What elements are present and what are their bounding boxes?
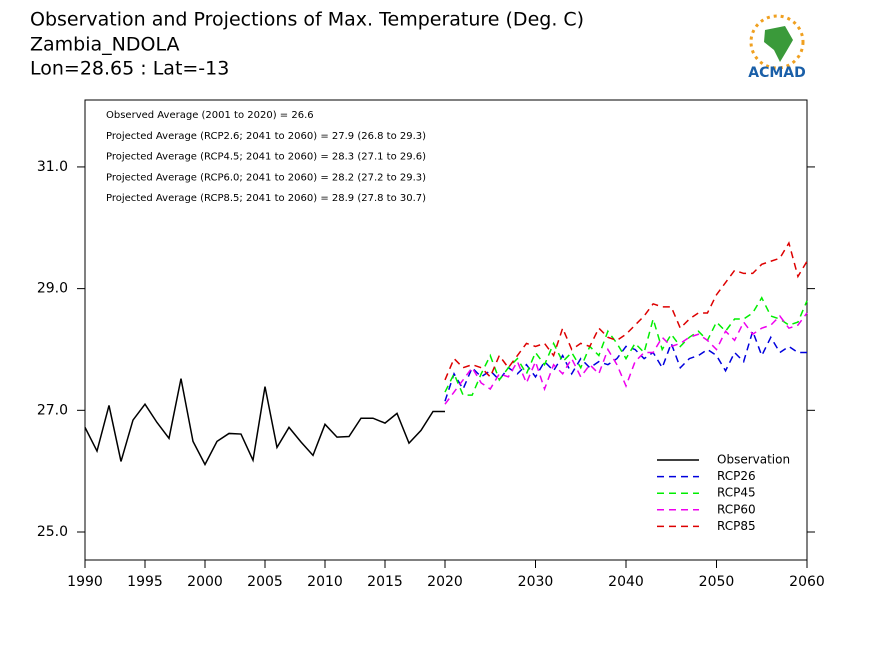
y-tick-label: 27.0	[37, 402, 68, 418]
x-tick-label: 2040	[608, 574, 644, 590]
annotation: Projected Average (RCP4.5; 2041 to 2060)…	[106, 152, 426, 163]
annotation: Projected Average (RCP2.6; 2041 to 2060)…	[106, 131, 426, 142]
y-tick-label: 29.0	[37, 281, 68, 297]
x-tick-label: 2020	[427, 574, 463, 590]
annotation: Projected Average (RCP8.5; 2041 to 2060)…	[106, 193, 426, 204]
x-tick-label: 2050	[699, 574, 735, 590]
x-tick-label: 2010	[307, 574, 343, 590]
chart-subtitle: Zambia_NDOLA	[30, 34, 179, 56]
x-tick-label: 1990	[67, 574, 103, 590]
x-tick-label: 1995	[127, 574, 163, 590]
series-line	[444, 296, 808, 396]
series-line	[444, 328, 807, 402]
plot-frame	[84, 99, 808, 561]
annotation: Observed Average (2001 to 2020) = 26.6	[106, 110, 314, 121]
y-tick-label: 25.0	[37, 524, 68, 540]
chart-title: Observation and Projections of Max. Temp…	[30, 9, 584, 31]
chart-subtitle: Lon=28.65 : Lat=-13	[30, 58, 229, 80]
x-tick-label: 2030	[518, 574, 554, 590]
x-tick-label: 2060	[789, 574, 825, 590]
legend-label: RCP85	[717, 519, 756, 533]
logo: ACMAD	[748, 14, 806, 81]
x-tick-label: 2000	[187, 574, 223, 590]
logo-text: ACMAD	[748, 65, 806, 81]
x-tick-label: 2015	[367, 574, 403, 590]
series-line	[84, 378, 445, 467]
legend-label: Observation	[717, 453, 790, 467]
y-tick-label: 31.0	[37, 159, 68, 175]
series-line	[444, 312, 808, 405]
x-tick-label: 2005	[247, 574, 283, 590]
series-line	[444, 241, 808, 381]
annotation: Projected Average (RCP6.0; 2041 to 2060)…	[106, 172, 426, 183]
legend-label: RCP26	[717, 469, 756, 483]
legend-label: RCP60	[717, 502, 756, 516]
legend-label: RCP45	[717, 486, 756, 500]
